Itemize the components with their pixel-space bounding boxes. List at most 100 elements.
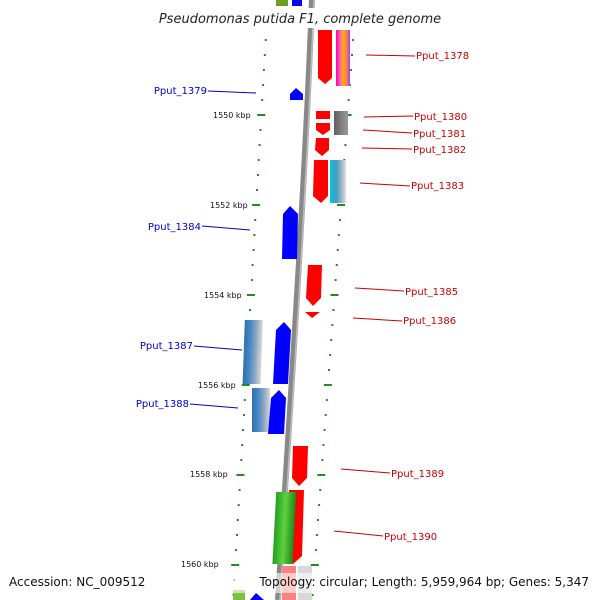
outer-tick (314, 549, 317, 551)
gene-feature-pput-1379[interactable] (290, 88, 303, 100)
gene-feature-pput-1385[interactable] (306, 265, 322, 306)
outer-tick (319, 489, 322, 491)
kbp-label-1554: 1554 kbp (204, 291, 242, 300)
gene-feature-pput-1384[interactable] (282, 206, 298, 259)
outer-tick (337, 204, 345, 206)
inner-tick (261, 99, 264, 101)
outer-tick (325, 399, 328, 401)
outer-tick (334, 279, 337, 281)
inner-tick (256, 174, 259, 176)
gene-label-pput-1381[interactable]: Pput_1381 (413, 129, 466, 140)
cog-bar-pput-1378 (336, 30, 350, 86)
inner-tick (264, 39, 267, 41)
inner-tick (252, 249, 255, 251)
cog-bar-pput-1383 (330, 160, 346, 203)
inner-tick (242, 414, 245, 416)
cog-bar-pput-1388 (252, 388, 270, 432)
topology-text: Topology: circular; Length: 5,959,964 bp… (258, 575, 589, 589)
outer-tick (338, 219, 341, 221)
inner-tick (253, 234, 256, 236)
top-feature-green (276, 0, 288, 6)
outer-tick (315, 534, 318, 536)
inner-tick (235, 549, 238, 551)
inner-tick (250, 279, 253, 281)
gene-label-pput-1380[interactable]: Pput_1380 (414, 112, 467, 123)
gene-feature-pput-1382[interactable] (315, 138, 329, 156)
gene-label-pput-1387[interactable]: Pput_1387 (140, 341, 193, 352)
inner-tick (242, 429, 245, 431)
outer-tick (330, 339, 333, 341)
gene-label-pput-1382[interactable]: Pput_1382 (413, 145, 466, 156)
inner-tick (238, 489, 241, 491)
gene-label-pput-1385[interactable]: Pput_1385 (405, 287, 458, 298)
outer-tick (321, 459, 324, 461)
inner-tick (241, 444, 244, 446)
inner-tick (236, 534, 238, 536)
top-feature-blue (292, 0, 302, 6)
inner-tick (254, 219, 257, 221)
inner-tick (231, 564, 240, 566)
gene-feature-pput-1383[interactable] (313, 160, 328, 203)
gene-feature-pput-1386[interactable] (305, 312, 320, 318)
gene-feature-pput-1378[interactable] (318, 30, 332, 84)
inner-tick (246, 294, 255, 296)
cog-bar-pput-1390 (272, 492, 297, 564)
gene-feature-pput-1389[interactable] (292, 446, 308, 486)
leader-lines (189, 54, 416, 537)
outer-tick (352, 39, 355, 41)
outer-tick-ring (310, 9, 357, 596)
inner-tick (259, 129, 262, 131)
cog-bar-pput-1380 (334, 111, 348, 135)
outer-tick (324, 414, 327, 416)
gene-label-pput-1389[interactable]: Pput_1389 (391, 469, 444, 480)
outer-tick (317, 519, 319, 521)
inner-tick (237, 504, 240, 506)
inner-tick (240, 459, 243, 461)
outer-tick (317, 474, 326, 476)
inner-tick-ring (231, 9, 269, 596)
gene-label-pput-1383[interactable]: Pput_1383 (411, 181, 464, 192)
gene-label-pput-1384[interactable]: Pput_1384 (148, 222, 201, 233)
gene-label-pput-1386[interactable]: Pput_1386 (403, 316, 456, 327)
outer-tick (347, 99, 350, 101)
inner-tick (241, 384, 250, 386)
outer-tick (328, 369, 330, 371)
gene-feature-pput-1388[interactable] (268, 390, 286, 434)
outer-tick (336, 249, 339, 251)
inner-tick (262, 69, 265, 71)
gene-label-pput-1379[interactable]: Pput_1379 (154, 86, 207, 97)
outer-tick (311, 594, 314, 596)
inner-tick (251, 264, 254, 266)
inner-tick (256, 189, 258, 191)
gene-label-pput-1390[interactable]: Pput_1390 (384, 532, 437, 543)
bottom-feature-green-left (233, 590, 245, 600)
outer-tick (310, 564, 319, 566)
inner-tick (257, 114, 266, 116)
gene-label-pput-1388[interactable]: Pput_1388 (136, 399, 189, 410)
outer-tick (337, 234, 340, 236)
title-backdrop (148, 8, 452, 28)
gene-feature-pput-1387[interactable] (273, 322, 291, 384)
inner-tick (236, 519, 239, 521)
kbp-label-1556: 1556 kbp (198, 381, 236, 390)
outer-tick (351, 54, 353, 56)
outer-tick (335, 264, 338, 266)
outer-tick (349, 69, 352, 71)
inner-tick (252, 204, 261, 206)
inner-tick (249, 309, 251, 311)
inner-tick (258, 144, 261, 146)
outer-tick (323, 429, 326, 431)
inner-tick (263, 54, 266, 56)
map-title: Pseudomonas putida F1, complete genome (159, 12, 441, 27)
kbp-label-1552: 1552 kbp (210, 201, 248, 210)
outer-tick (344, 144, 347, 146)
gene-label-pput-1378[interactable]: Pput_1378 (416, 51, 469, 62)
outer-tick (332, 309, 335, 311)
gene-feature-pput-1380[interactable] (316, 111, 330, 119)
gene-feature-pput-1381[interactable] (316, 123, 330, 135)
outer-tick (331, 324, 334, 326)
outer-tick (322, 444, 325, 446)
accession-text: Accession: NC_009512 (9, 575, 145, 589)
inner-tick (257, 159, 260, 161)
